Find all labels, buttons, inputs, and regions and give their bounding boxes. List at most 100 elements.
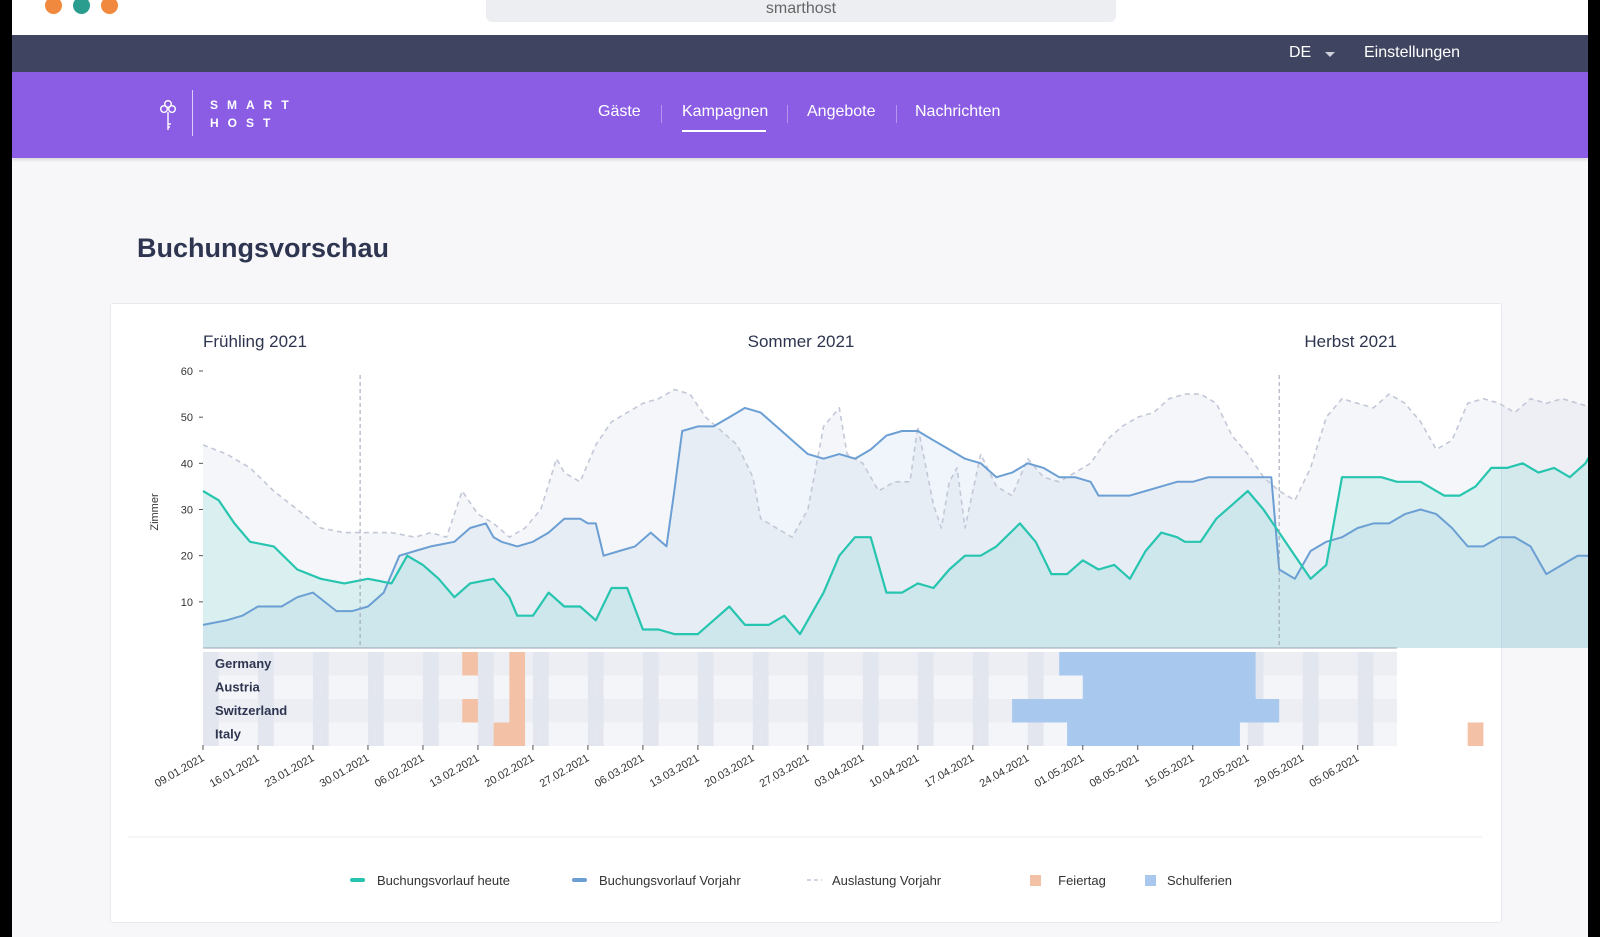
calendar-row-label: Germany [215, 656, 272, 671]
calendar-row-label: Switzerland [215, 703, 287, 718]
weekend-stripe [705, 652, 714, 746]
x-tick-label: 27.03.2021 [758, 752, 812, 790]
weekend-stripe [532, 652, 541, 746]
weekend-stripe [807, 652, 816, 746]
x-tick-label: 15.05.2021 [1143, 752, 1197, 790]
x-tick-label: 13.02.2021 [428, 752, 482, 790]
weekend-stripe [1302, 652, 1311, 746]
public-holiday-bar [509, 652, 526, 676]
x-tick-label: 30.01.2021 [318, 752, 372, 790]
settings-link[interactable]: Einstellungen [1364, 44, 1461, 61]
weekend-stripe [972, 652, 981, 746]
x-tick-label: 24.04.2021 [978, 752, 1032, 790]
y-tick-label: 40 [181, 458, 193, 470]
x-tick-label: 17.04.2021 [923, 752, 977, 790]
x-tick-label: 13.03.2021 [648, 752, 702, 790]
minimize-window-button[interactable] [73, 0, 90, 14]
y-axis-label: Zimmer [149, 493, 161, 531]
browser-window: smarthost DE Einstellungen SMART HOST Gä… [12, 0, 1588, 937]
brand-logo[interactable]: SMART HOST [210, 96, 298, 132]
weekend-stripe [320, 652, 329, 746]
x-tick-label: 09.01.2021 [153, 752, 207, 790]
public-holiday-bar [493, 722, 526, 746]
title-bar: smarthost [12, 0, 1588, 35]
weekend-stripe [203, 652, 211, 746]
x-tick-label: 08.05.2021 [1088, 752, 1142, 790]
series-occupancy-line [202, 388, 1588, 538]
x-tick-label: 01.05.2021 [1033, 752, 1087, 790]
language-select[interactable]: DE [1289, 44, 1312, 61]
weekend-stripe [430, 652, 439, 746]
x-tick-label: 22.05.2021 [1198, 752, 1252, 790]
chevron-down-icon[interactable] [1325, 52, 1335, 57]
legend-label-school: Schulferien [1167, 873, 1232, 888]
x-tick-label: 06.02.2021 [373, 752, 427, 790]
weekend-stripe [815, 652, 824, 746]
calendar-marks [462, 652, 1484, 746]
maximize-window-button[interactable] [101, 0, 118, 14]
x-tick-label: 20.02.2021 [483, 752, 537, 790]
calendar-row-label: Italy [215, 727, 242, 742]
weekend-stripe [862, 652, 871, 746]
season-dividers [359, 375, 1280, 648]
weekend-stripe [587, 652, 596, 746]
nav-divider [896, 105, 897, 123]
school-holiday-bar [1012, 699, 1280, 723]
page-title: Buchungsvorschau [137, 233, 390, 263]
y-tick-label: 60 [181, 366, 193, 378]
logo-divider [192, 90, 193, 136]
public-holiday-bar [1467, 722, 1484, 746]
nav-offers[interactable]: Angebote [807, 103, 876, 120]
legend: Buchungsvorlauf heute Buchungsvorlauf Vo… [350, 873, 1232, 888]
x-tick-label: 03.04.2021 [813, 752, 867, 790]
series-today-line [202, 456, 1588, 636]
series-today-area [203, 458, 1588, 648]
legend-swatch-school [1145, 875, 1156, 886]
x-tick-label: 20.03.2021 [703, 752, 757, 790]
public-holiday-bar [509, 675, 526, 699]
calendar-row-label: Austria [215, 680, 261, 695]
booking-chart-card [110, 303, 1502, 923]
legend-swatch-holiday [1030, 875, 1041, 886]
nav-divider [787, 105, 788, 123]
weekend-stripe [870, 652, 879, 746]
weekend-stripe [367, 652, 376, 746]
series-prev-year-area [203, 407, 1588, 648]
weekend-stripe [642, 652, 651, 746]
legend-label-occupancy: Auslastung Vorjahr [832, 873, 942, 888]
weekend-stripe [760, 652, 769, 746]
legend-swatch-prev-year [572, 878, 587, 882]
school-holiday-bar [1082, 675, 1256, 699]
series-prev-year-line [202, 406, 1588, 626]
x-tick-label: 27.02.2021 [538, 752, 592, 790]
season-label-summer: Sommer 2021 [748, 332, 855, 351]
address-bar[interactable]: smarthost [486, 0, 1116, 22]
nav-campaigns[interactable]: Kampagnen [682, 103, 769, 120]
weekend-stripe [540, 652, 549, 746]
calendar-row-labels: Germany Austria Switzerland Italy [215, 656, 287, 742]
x-axis-ticks: 09.01.2021 16.01.2021 23.01.2021 30.01.2021… [153, 745, 1361, 790]
weekend-stripe [477, 652, 486, 746]
y-tick-label: 50 [181, 412, 193, 424]
booking-chart: Frühling 2021 Sommer 2021 Herbst 2021 Zi… [128, 332, 1588, 888]
weekend-stripe [980, 652, 989, 746]
y-tick-label: 20 [181, 551, 193, 563]
weekend-stripe [1357, 652, 1366, 746]
school-holiday-bar [1059, 652, 1256, 676]
nav-messages[interactable]: Nachrichten [915, 103, 1001, 120]
public-holiday-bar [462, 699, 478, 723]
nav-guests[interactable]: Gäste [598, 103, 641, 120]
weekend-stripe [210, 652, 219, 746]
close-window-button[interactable] [45, 0, 62, 14]
y-tick-label: 10 [181, 597, 193, 609]
x-tick-label: 29.05.2021 [1253, 752, 1307, 790]
series-lines [202, 388, 1588, 649]
brand-line-2: HOST [210, 116, 280, 130]
legend-label-holiday: Feiertag [1058, 873, 1106, 888]
weekend-stripe [925, 652, 934, 746]
x-tick-label: 23.01.2021 [263, 752, 317, 790]
legend-label-prev-year: Buchungsvorlauf Vorjahr [599, 873, 741, 888]
x-tick-label: 10.04.2021 [868, 752, 922, 790]
school-holiday-bar [1067, 722, 1240, 746]
top-utility-bar: DE Einstellungen [12, 35, 1588, 72]
